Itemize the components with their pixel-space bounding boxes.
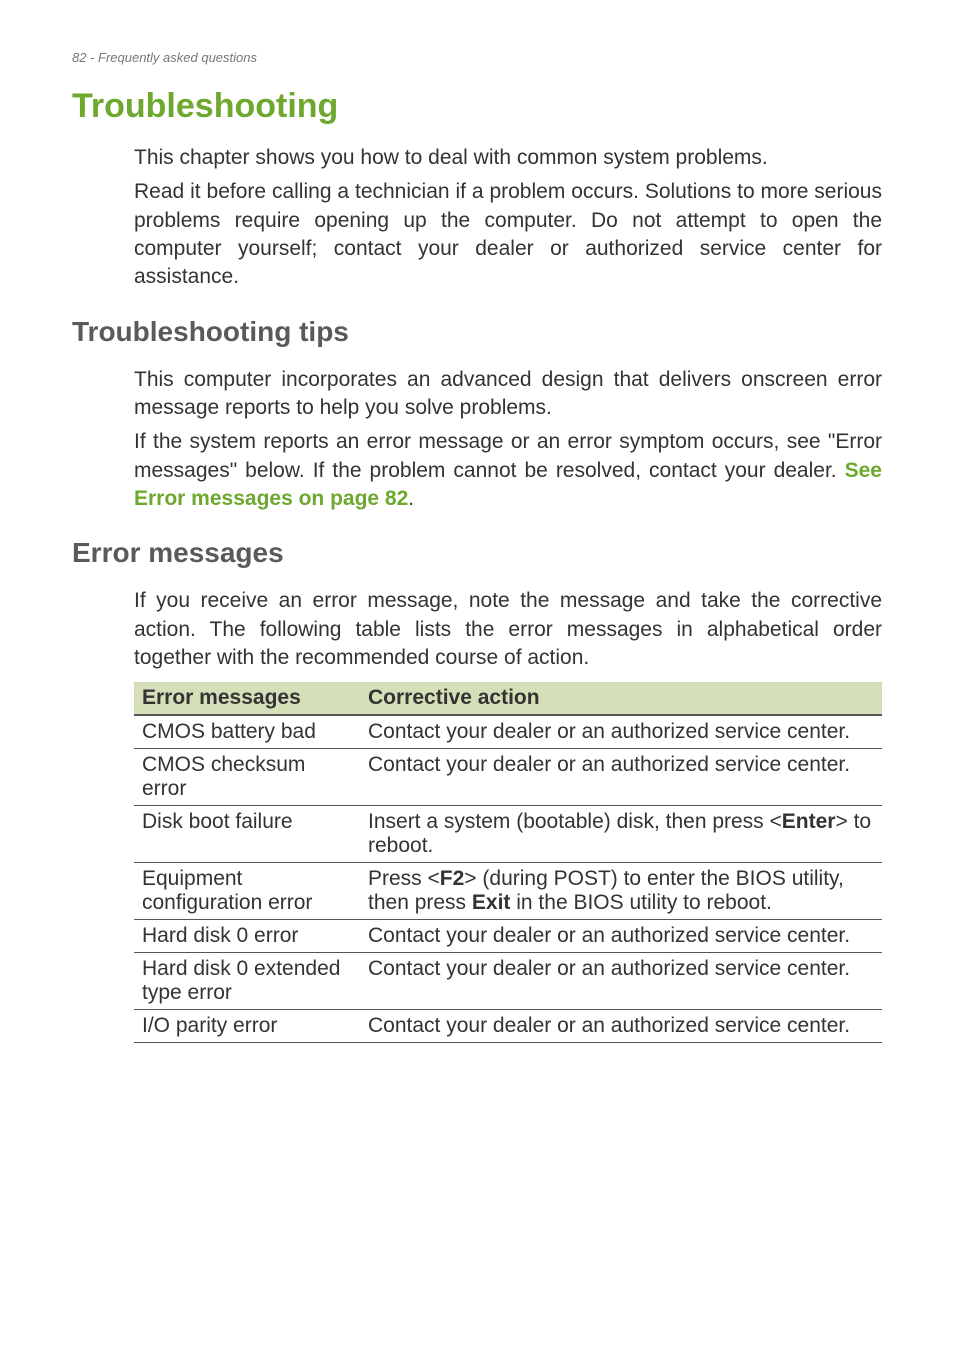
corrective-action-cell: Contact your dealer or an authorized ser… — [360, 920, 882, 953]
errors-heading: Error messages — [72, 537, 882, 569]
col-header-action: Corrective action — [360, 682, 882, 715]
table-row: CMOS checksum errorContact your dealer o… — [134, 749, 882, 806]
error-message-cell: I/O parity error — [134, 1010, 360, 1043]
tips-block: This computer incorporates an advanced d… — [134, 366, 882, 514]
error-message-cell: Disk boot failure — [134, 806, 360, 863]
col-header-error: Error messages — [134, 682, 360, 715]
corrective-action-cell: Contact your dealer or an authorized ser… — [360, 953, 882, 1010]
corrective-action-cell: Contact your dealer or an authorized ser… — [360, 715, 882, 749]
tips-para-2: If the system reports an error message o… — [134, 428, 882, 513]
error-message-cell: Equipment configuration error — [134, 863, 360, 920]
corrective-action-cell: Insert a system (bootable) disk, then pr… — [360, 806, 882, 863]
corrective-action-cell: Contact your dealer or an authorized ser… — [360, 1010, 882, 1043]
table-row: Hard disk 0 extended type errorContact y… — [134, 953, 882, 1010]
table-row: Equipment configuration errorPress <F2> … — [134, 863, 882, 920]
intro-line-2: Read it before calling a technician if a… — [134, 178, 882, 291]
error-message-cell: Hard disk 0 error — [134, 920, 360, 953]
page-header: 82 - Frequently asked questions — [72, 50, 882, 65]
tips-para-2-pre: If the system reports an error message o… — [134, 430, 882, 481]
table-row: Disk boot failureInsert a system (bootab… — [134, 806, 882, 863]
tips-para-2-post: . — [408, 487, 414, 510]
table-row: CMOS battery badContact your dealer or a… — [134, 715, 882, 749]
error-message-cell: Hard disk 0 extended type error — [134, 953, 360, 1010]
table-body: CMOS battery badContact your dealer or a… — [134, 715, 882, 1043]
tips-heading: Troubleshooting tips — [72, 316, 882, 348]
corrective-action-cell: Contact your dealer or an authorized ser… — [360, 749, 882, 806]
errors-block: If you receive an error message, note th… — [134, 587, 882, 1043]
intro-line-1: This chapter shows you how to deal with … — [134, 144, 882, 172]
table-row: I/O parity errorContact your dealer or a… — [134, 1010, 882, 1043]
corrective-action-cell: Press <F2> (during POST) to enter the BI… — [360, 863, 882, 920]
page-title: Troubleshooting — [72, 87, 882, 126]
error-message-cell: CMOS battery bad — [134, 715, 360, 749]
errors-intro: If you receive an error message, note th… — [134, 587, 882, 672]
error-message-cell: CMOS checksum error — [134, 749, 360, 806]
table-row: Hard disk 0 errorContact your dealer or … — [134, 920, 882, 953]
table-header-row: Error messages Corrective action — [134, 682, 882, 715]
tips-para-1: This computer incorporates an advanced d… — [134, 366, 882, 423]
error-messages-table: Error messages Corrective action CMOS ba… — [134, 682, 882, 1043]
intro-block: This chapter shows you how to deal with … — [134, 144, 882, 292]
